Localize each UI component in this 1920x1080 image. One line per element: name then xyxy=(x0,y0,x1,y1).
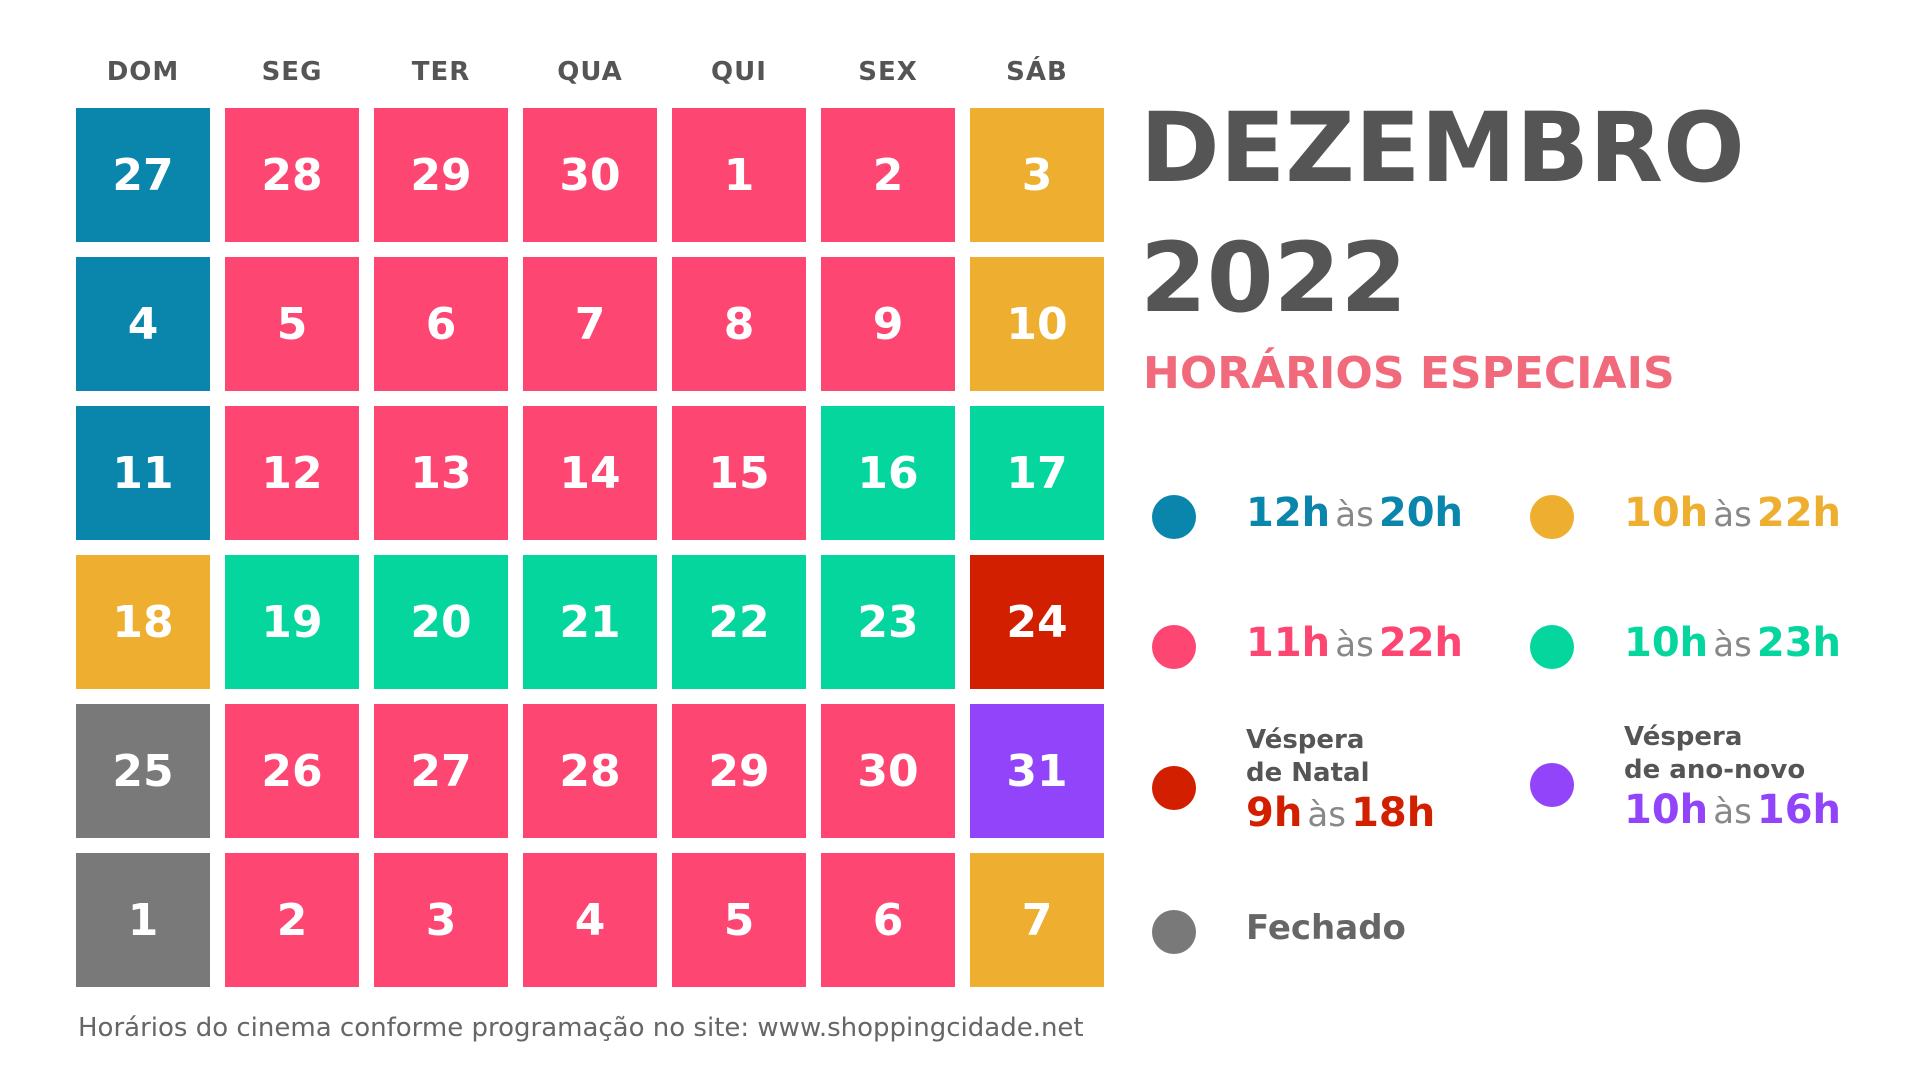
close-time: 22h xyxy=(1378,620,1464,666)
day-cell: 1 xyxy=(672,108,806,242)
day-cell: 10 xyxy=(970,257,1104,391)
day-cell: 25 xyxy=(76,704,210,838)
day-cell: 23 xyxy=(821,555,955,689)
year-title: 2022 xyxy=(1140,222,1408,334)
weekday-header-row: DOM SEG TER QUA QUI SEX SÁB xyxy=(76,52,1103,92)
legend-new-years-eve: Véspera de ano-novo 10h às 16h xyxy=(1624,721,1841,833)
day-cell: 9 xyxy=(821,257,955,391)
close-time: 20h xyxy=(1378,490,1464,536)
day-cell: 19 xyxy=(225,555,359,689)
special-hours-subtitle: HORÁRIOS ESPECIAIS xyxy=(1143,348,1675,399)
day-cell: 15 xyxy=(672,406,806,540)
note-line-2: de Natal xyxy=(1246,758,1370,788)
day-cell: 24 xyxy=(970,555,1104,689)
closed-label: Fechado xyxy=(1246,908,1406,948)
weekday-qua: QUA xyxy=(557,57,623,87)
yellow-dot-icon xyxy=(1530,495,1574,539)
day-cell: 3 xyxy=(970,108,1104,242)
day-cell: 7 xyxy=(523,257,657,391)
weekday-ter: TER xyxy=(411,57,471,87)
day-cell: 13 xyxy=(374,406,508,540)
day-cell: 12 xyxy=(225,406,359,540)
separator: às xyxy=(1335,625,1374,665)
open-time: 10h xyxy=(1624,620,1709,666)
day-cell: 1 xyxy=(76,853,210,987)
day-cell: 4 xyxy=(523,853,657,987)
pink-dot-icon xyxy=(1152,625,1196,669)
separator: às xyxy=(1713,625,1752,665)
day-cell: 29 xyxy=(672,704,806,838)
day-cell: 4 xyxy=(76,257,210,391)
day-cell: 2 xyxy=(225,853,359,987)
day-cell: 3 xyxy=(374,853,508,987)
separator: às xyxy=(1335,495,1374,535)
cinema-footnote: Horários do cinema conforme programação … xyxy=(78,1013,1084,1043)
day-cell: 17 xyxy=(970,406,1104,540)
gray-dot-icon xyxy=(1152,910,1196,954)
purple-dot-icon xyxy=(1530,763,1574,807)
calendar-grid: 27 28 29 30 1 2 3 4 5 6 7 8 9 10 11 12 13 14 15 16 17 18 19 20 2… xyxy=(76,108,1104,988)
legend-christmas-eve: Véspera de Natal 9h às 18h xyxy=(1246,724,1435,836)
note-line-1: Véspera xyxy=(1624,722,1743,752)
day-cell: 21 xyxy=(523,555,657,689)
month-title: DEZEMBRO xyxy=(1140,92,1745,204)
weekday-seg: SEG xyxy=(261,57,323,87)
day-cell: 2 xyxy=(821,108,955,242)
day-cell: 22 xyxy=(672,555,806,689)
legend-hours: 12h às 20h xyxy=(1246,490,1463,536)
day-cell: 27 xyxy=(76,108,210,242)
day-cell: 27 xyxy=(374,704,508,838)
day-cell: 30 xyxy=(821,704,955,838)
weekday-dom: DOM xyxy=(106,57,180,87)
close-time: 23h xyxy=(1756,620,1842,666)
day-cell: 8 xyxy=(672,257,806,391)
close-time: 22h xyxy=(1756,490,1842,536)
day-cell: 20 xyxy=(374,555,508,689)
open-time: 10h xyxy=(1624,787,1709,833)
day-cell: 6 xyxy=(821,853,955,987)
legend-hours: 10h às 22h xyxy=(1624,490,1841,536)
day-cell: 28 xyxy=(523,704,657,838)
open-time: 9h xyxy=(1246,790,1303,836)
day-cell: 18 xyxy=(76,555,210,689)
day-cell: 29 xyxy=(374,108,508,242)
open-time: 10h xyxy=(1624,490,1709,536)
day-cell: 11 xyxy=(76,406,210,540)
weekday-sex: SEX xyxy=(858,57,918,87)
day-cell: 6 xyxy=(374,257,508,391)
separator: às xyxy=(1307,795,1346,835)
green-dot-icon xyxy=(1530,625,1574,669)
close-time: 16h xyxy=(1756,787,1842,833)
blue-dot-icon xyxy=(1152,495,1196,539)
weekday-qui: QUI xyxy=(711,57,767,87)
day-cell: 5 xyxy=(225,257,359,391)
day-cell: 16 xyxy=(821,406,955,540)
day-cell: 30 xyxy=(523,108,657,242)
legend-hours: 11h às 22h xyxy=(1246,620,1463,666)
day-cell: 28 xyxy=(225,108,359,242)
close-time: 18h xyxy=(1351,790,1436,836)
day-cell: 7 xyxy=(970,853,1104,987)
legend-hours: 10h às 23h xyxy=(1624,620,1841,666)
separator: às xyxy=(1713,495,1752,535)
day-cell: 14 xyxy=(523,406,657,540)
red-dot-icon xyxy=(1152,766,1196,810)
open-time: 12h xyxy=(1246,490,1331,536)
day-cell: 31 xyxy=(970,704,1104,838)
day-cell: 26 xyxy=(225,704,359,838)
separator: às xyxy=(1713,792,1752,832)
day-cell: 5 xyxy=(672,853,806,987)
note-line-2: de ano-novo xyxy=(1624,755,1806,785)
open-time: 11h xyxy=(1246,620,1331,666)
note-line-1: Véspera xyxy=(1246,725,1365,755)
weekday-sab: SÁB xyxy=(1006,57,1068,87)
